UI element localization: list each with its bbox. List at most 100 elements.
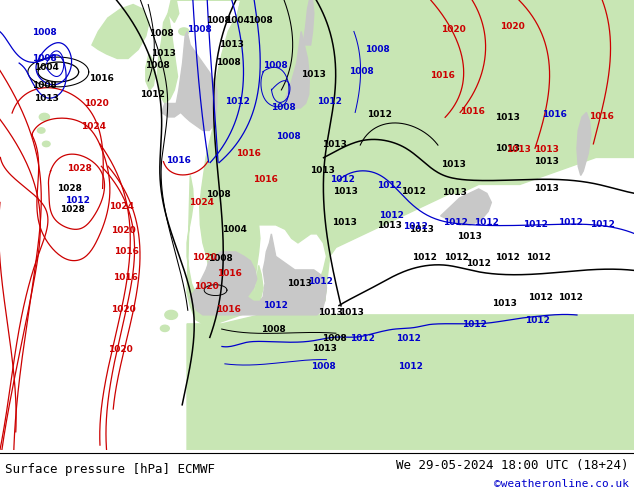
Text: 1008: 1008: [145, 61, 170, 70]
Text: 1016: 1016: [588, 112, 614, 121]
Text: 1028: 1028: [60, 205, 86, 214]
Text: 1008: 1008: [247, 16, 273, 24]
Text: 1012: 1012: [307, 277, 333, 286]
Text: 1012: 1012: [398, 362, 424, 371]
Text: 1013: 1013: [333, 187, 358, 196]
Text: 1012: 1012: [401, 187, 426, 196]
Circle shape: [37, 128, 45, 133]
Text: 1016: 1016: [252, 175, 278, 184]
Text: 1020: 1020: [192, 253, 217, 262]
Text: 1008: 1008: [311, 362, 336, 371]
Text: 1012: 1012: [263, 301, 288, 310]
Text: 1020: 1020: [111, 305, 136, 314]
Text: 1013: 1013: [495, 113, 520, 122]
Text: 1013: 1013: [34, 95, 59, 103]
Polygon shape: [168, 0, 179, 23]
Text: 1012: 1012: [379, 211, 404, 220]
Text: 1020: 1020: [500, 23, 525, 31]
Text: 1028: 1028: [67, 164, 92, 173]
Polygon shape: [162, 103, 181, 117]
Text: 1008: 1008: [206, 190, 231, 199]
Text: 1008: 1008: [276, 132, 301, 141]
Text: 1008: 1008: [321, 334, 347, 343]
Text: 1013: 1013: [318, 308, 344, 317]
Text: 1020: 1020: [108, 345, 133, 354]
Text: ©weatheronline.co.uk: ©weatheronline.co.uk: [494, 479, 629, 489]
Text: 1012: 1012: [527, 294, 553, 302]
Text: 1004: 1004: [34, 63, 59, 72]
Text: 1012: 1012: [462, 320, 487, 329]
Text: 1013: 1013: [312, 344, 337, 353]
Text: 1016: 1016: [217, 269, 242, 278]
Text: 1012: 1012: [139, 90, 165, 99]
Text: 1012: 1012: [523, 220, 548, 228]
Polygon shape: [146, 54, 155, 90]
Text: Surface pressure [hPa] ECMWF: Surface pressure [hPa] ECMWF: [5, 464, 215, 476]
Polygon shape: [157, 14, 178, 103]
Text: 1013: 1013: [332, 218, 358, 227]
Text: 1013: 1013: [491, 299, 517, 308]
Text: 1004: 1004: [222, 225, 247, 234]
Text: 1013: 1013: [339, 308, 365, 317]
Text: 1016: 1016: [236, 149, 261, 158]
Text: 1012: 1012: [350, 334, 375, 343]
Text: 1013: 1013: [301, 70, 327, 79]
Polygon shape: [176, 31, 217, 130]
Text: 1008: 1008: [187, 24, 212, 34]
Polygon shape: [238, 0, 298, 117]
Text: 1020: 1020: [193, 283, 219, 292]
Text: 1012: 1012: [590, 220, 615, 229]
Text: 1008: 1008: [206, 16, 231, 24]
Text: 1020: 1020: [84, 99, 109, 108]
Text: 1024: 1024: [189, 198, 214, 207]
Polygon shape: [441, 189, 491, 225]
Text: 1012: 1012: [412, 253, 437, 262]
Text: 1012: 1012: [317, 97, 342, 106]
Text: 1013: 1013: [287, 279, 312, 288]
Text: 1012: 1012: [495, 253, 520, 262]
Text: 1008: 1008: [32, 81, 57, 90]
Polygon shape: [285, 31, 309, 108]
Polygon shape: [247, 76, 259, 94]
Text: 1013: 1013: [309, 167, 335, 175]
Text: 1013: 1013: [151, 49, 176, 58]
Text: 1012: 1012: [366, 110, 392, 119]
Text: 1024: 1024: [81, 122, 107, 131]
Text: 1016: 1016: [89, 74, 114, 83]
Text: 1013: 1013: [534, 157, 559, 167]
Text: 1012: 1012: [474, 218, 500, 227]
Text: 1008: 1008: [263, 61, 288, 70]
Text: 1013: 1013: [321, 140, 347, 149]
Text: 1012: 1012: [65, 196, 90, 205]
Text: 1020: 1020: [441, 24, 466, 34]
Circle shape: [179, 28, 189, 35]
Text: 1008: 1008: [208, 254, 233, 263]
Text: 1008: 1008: [271, 102, 296, 112]
Text: 1016: 1016: [166, 156, 191, 165]
Text: 1024: 1024: [109, 202, 134, 211]
Text: 1013: 1013: [506, 145, 531, 154]
Text: 1013: 1013: [219, 41, 244, 49]
Text: 1028: 1028: [57, 184, 82, 194]
Text: 1008: 1008: [32, 54, 57, 63]
Text: 1013: 1013: [534, 184, 559, 193]
Text: 1012: 1012: [403, 222, 428, 231]
Text: 1012: 1012: [444, 253, 469, 262]
Text: 1012: 1012: [443, 218, 468, 227]
Polygon shape: [187, 315, 634, 450]
Text: 1013: 1013: [377, 221, 402, 230]
Polygon shape: [92, 4, 149, 58]
Polygon shape: [190, 234, 327, 315]
Text: We 29-05-2024 18:00 UTC (18+24): We 29-05-2024 18:00 UTC (18+24): [396, 459, 629, 471]
Text: 1008: 1008: [261, 325, 287, 334]
Polygon shape: [303, 0, 314, 45]
Circle shape: [42, 141, 50, 147]
Circle shape: [160, 325, 169, 332]
Text: 1008: 1008: [365, 45, 390, 54]
Circle shape: [39, 113, 49, 121]
Text: 1004: 1004: [225, 16, 250, 24]
Text: 1013: 1013: [409, 225, 434, 234]
Text: 1016: 1016: [114, 247, 139, 256]
Text: 1008: 1008: [32, 28, 57, 37]
Polygon shape: [577, 113, 591, 175]
